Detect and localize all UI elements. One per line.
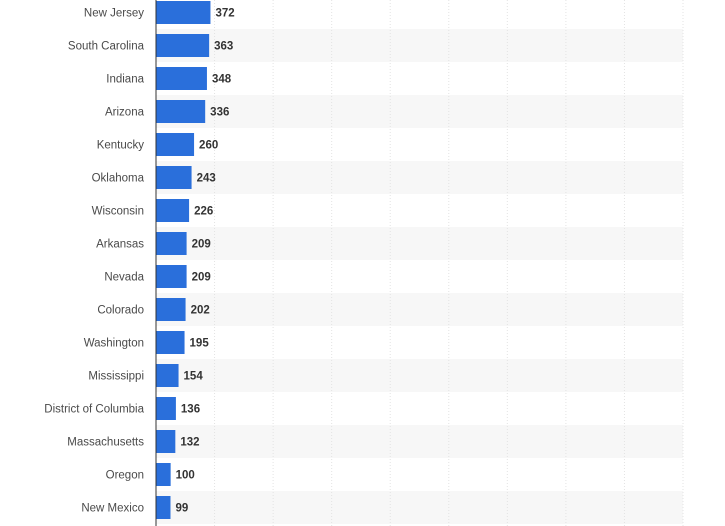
row-stripe [156, 425, 683, 458]
value-label: 363 [214, 41, 233, 53]
value-labels: 372 363 348 336 260 243 226 209 209 202 195 154 136 1… [175, 8, 234, 515]
bar [156, 199, 190, 222]
category-label: Washington [84, 338, 144, 350]
row-stripe [156, 95, 683, 128]
category-label: New Mexico [81, 503, 144, 515]
value-label: 195 [190, 338, 210, 350]
bar [156, 265, 187, 288]
value-label: 136 [181, 404, 200, 416]
bar [156, 166, 192, 189]
bar [156, 331, 185, 354]
category-label: Nevada [104, 272, 144, 284]
row-stripe [156, 161, 683, 194]
bar [156, 364, 179, 387]
category-label: District of Columbia [44, 404, 144, 416]
value-label: 154 [184, 371, 204, 383]
category-label: New Jersey [84, 8, 144, 20]
bar [156, 34, 210, 57]
row-stripe [156, 29, 683, 62]
bar [156, 463, 171, 486]
value-label: 100 [176, 470, 195, 482]
value-label: 372 [215, 8, 234, 20]
value-label: 99 [175, 503, 188, 515]
category-label: Wisconsin [92, 206, 144, 218]
bars [156, 1, 211, 519]
category-label: Massachusetts [67, 437, 144, 449]
value-label: 209 [192, 239, 211, 251]
category-label: Kentucky [97, 140, 145, 152]
category-label: Oklahoma [92, 173, 145, 185]
row-stripe [156, 227, 683, 260]
bar [156, 430, 176, 453]
row-stripes [156, 29, 683, 524]
category-label: Arizona [105, 107, 145, 119]
bar [156, 397, 176, 420]
category-label: Colorado [97, 305, 144, 317]
bar [156, 496, 171, 519]
value-label: 348 [212, 74, 232, 86]
category-label: Arkansas [96, 239, 144, 251]
value-label: 132 [180, 437, 199, 449]
bar [156, 298, 186, 321]
gridlines [214, 0, 684, 526]
value-label: 226 [194, 206, 213, 218]
row-stripe [156, 293, 683, 326]
row-stripe [156, 359, 683, 392]
bar [156, 1, 211, 24]
value-label: 336 [210, 107, 229, 119]
value-label: 209 [192, 272, 211, 284]
category-label: Indiana [106, 74, 144, 86]
bar [156, 133, 195, 156]
category-label: Mississippi [88, 371, 144, 383]
bar [156, 67, 207, 90]
bar [156, 100, 206, 123]
bar [156, 232, 187, 255]
category-label: South Carolina [68, 41, 145, 53]
category-labels: New Jersey South Carolina Indiana Arizona Ke… [44, 8, 144, 515]
row-stripe [156, 491, 683, 524]
value-label: 202 [191, 305, 210, 317]
category-label: Oregon [106, 470, 144, 482]
value-label: 260 [199, 140, 218, 152]
value-label: 243 [197, 173, 216, 185]
